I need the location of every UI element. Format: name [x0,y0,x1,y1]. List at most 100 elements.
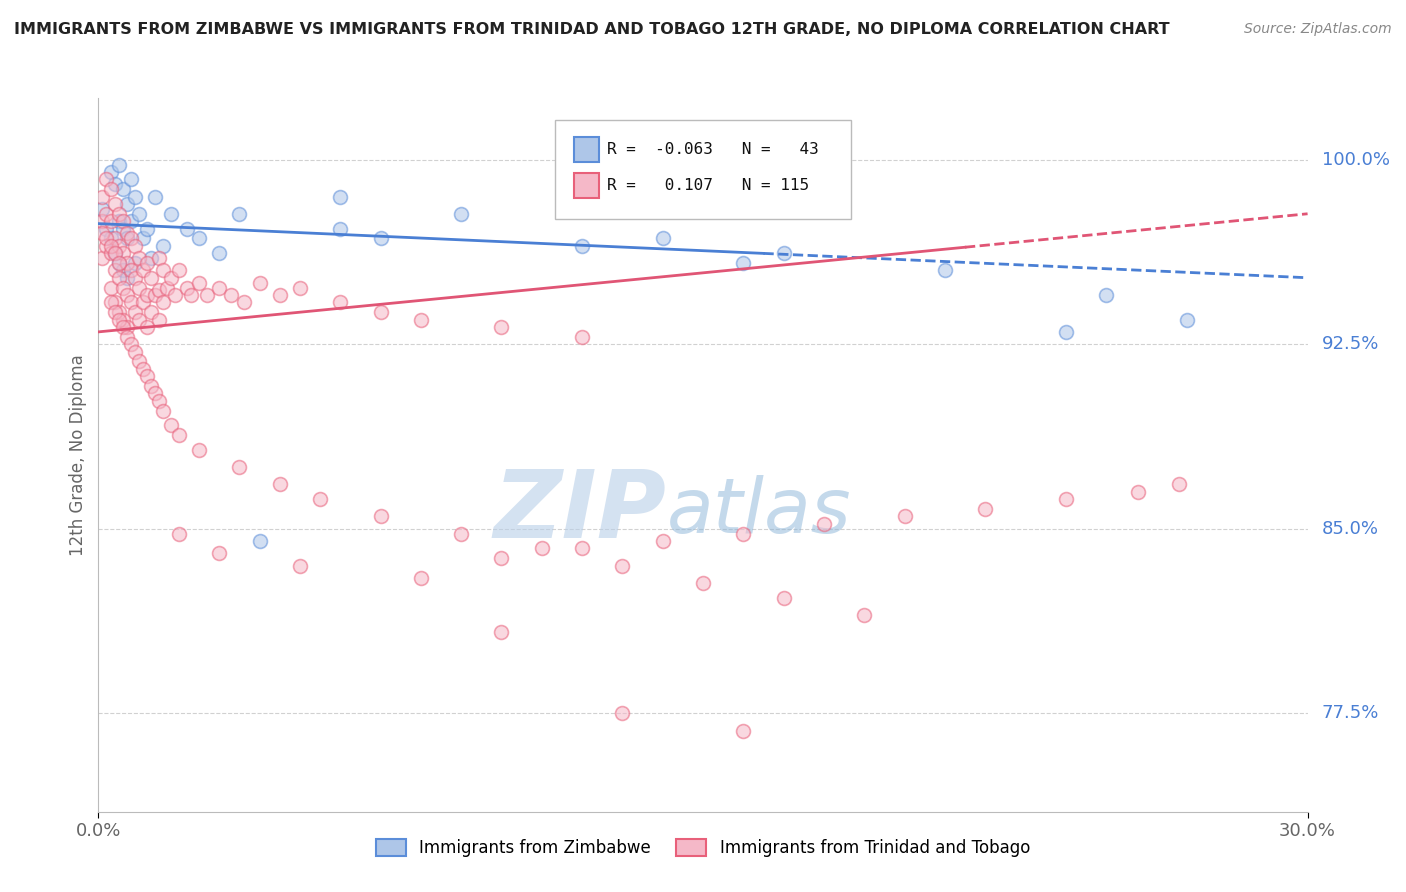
Point [221,288,243,302]
Point [124,270,146,285]
Point [111,246,134,260]
Point [491,320,513,334]
Point [107,256,129,270]
Point [120,263,142,277]
Point [103,231,125,245]
Point [733,256,755,270]
Point [111,263,134,277]
Point [152,263,174,277]
Point [813,516,835,531]
Point [152,239,174,253]
Text: 85.0%: 85.0% [1322,520,1379,538]
Point [132,231,155,245]
Point [1054,492,1077,507]
Point [107,312,129,326]
Point [167,526,190,541]
Point [132,295,155,310]
Point [329,295,352,310]
Point [103,246,125,260]
Point [135,320,157,334]
Point [124,256,146,270]
Text: 92.5%: 92.5% [1322,335,1379,353]
Point [208,546,231,560]
Point [120,214,142,228]
Point [156,280,179,294]
Point [612,706,634,721]
Point [100,231,122,245]
Point [571,239,593,253]
Point [111,221,134,235]
Point [692,575,714,590]
Point [651,534,673,549]
Point [115,227,138,241]
Point [111,182,134,196]
Point [96,172,118,186]
Point [893,509,915,524]
Point [120,337,142,351]
Point [167,428,190,442]
Point [100,165,122,179]
Point [103,246,125,260]
Point [160,270,183,285]
Point [115,256,138,270]
Point [772,591,794,605]
Point [100,246,122,260]
Point [124,189,146,203]
Point [232,295,254,310]
Point [132,361,155,376]
Point [651,231,673,245]
Point [163,288,186,302]
Point [228,460,250,475]
Point [115,330,138,344]
Point [309,492,332,507]
Point [1095,288,1118,302]
Point [115,197,138,211]
Point [124,239,146,253]
Point [269,477,291,491]
Point [249,276,271,290]
Point [100,239,122,253]
Text: 77.5%: 77.5% [1322,705,1379,723]
Point [450,207,472,221]
Point [195,288,218,302]
Point [96,231,118,245]
Point [208,246,231,260]
Point [148,283,170,297]
Point [148,251,170,265]
Text: IMMIGRANTS FROM ZIMBABWE VS IMMIGRANTS FROM TRINIDAD AND TOBAGO 12TH GRADE, NO D: IMMIGRANTS FROM ZIMBABWE VS IMMIGRANTS F… [14,22,1170,37]
Point [103,178,125,192]
Point [128,280,150,294]
Point [100,214,122,228]
Text: ZIP: ZIP [494,466,666,558]
Point [571,541,593,556]
Point [329,189,352,203]
Point [128,251,150,265]
Point [100,182,122,196]
Point [188,231,211,245]
Point [115,270,138,285]
Point [733,526,755,541]
Point [1175,312,1198,326]
Point [91,202,114,216]
Point [269,288,291,302]
Point [96,207,118,221]
Point [148,393,170,408]
Point [100,295,122,310]
Point [1128,484,1150,499]
Point [96,221,118,235]
Point [491,625,513,640]
Point [107,270,129,285]
Point [128,354,150,368]
Text: R =   0.107   N = 115: R = 0.107 N = 115 [607,178,810,193]
Point [91,227,114,241]
Point [111,320,134,334]
Point [135,288,157,302]
Point [135,256,157,270]
Point [152,403,174,417]
Text: R =  -0.063   N =   43: R = -0.063 N = 43 [607,143,820,157]
Point [103,197,125,211]
Point [176,280,198,294]
Point [148,312,170,326]
Point [135,221,157,235]
Point [934,263,956,277]
